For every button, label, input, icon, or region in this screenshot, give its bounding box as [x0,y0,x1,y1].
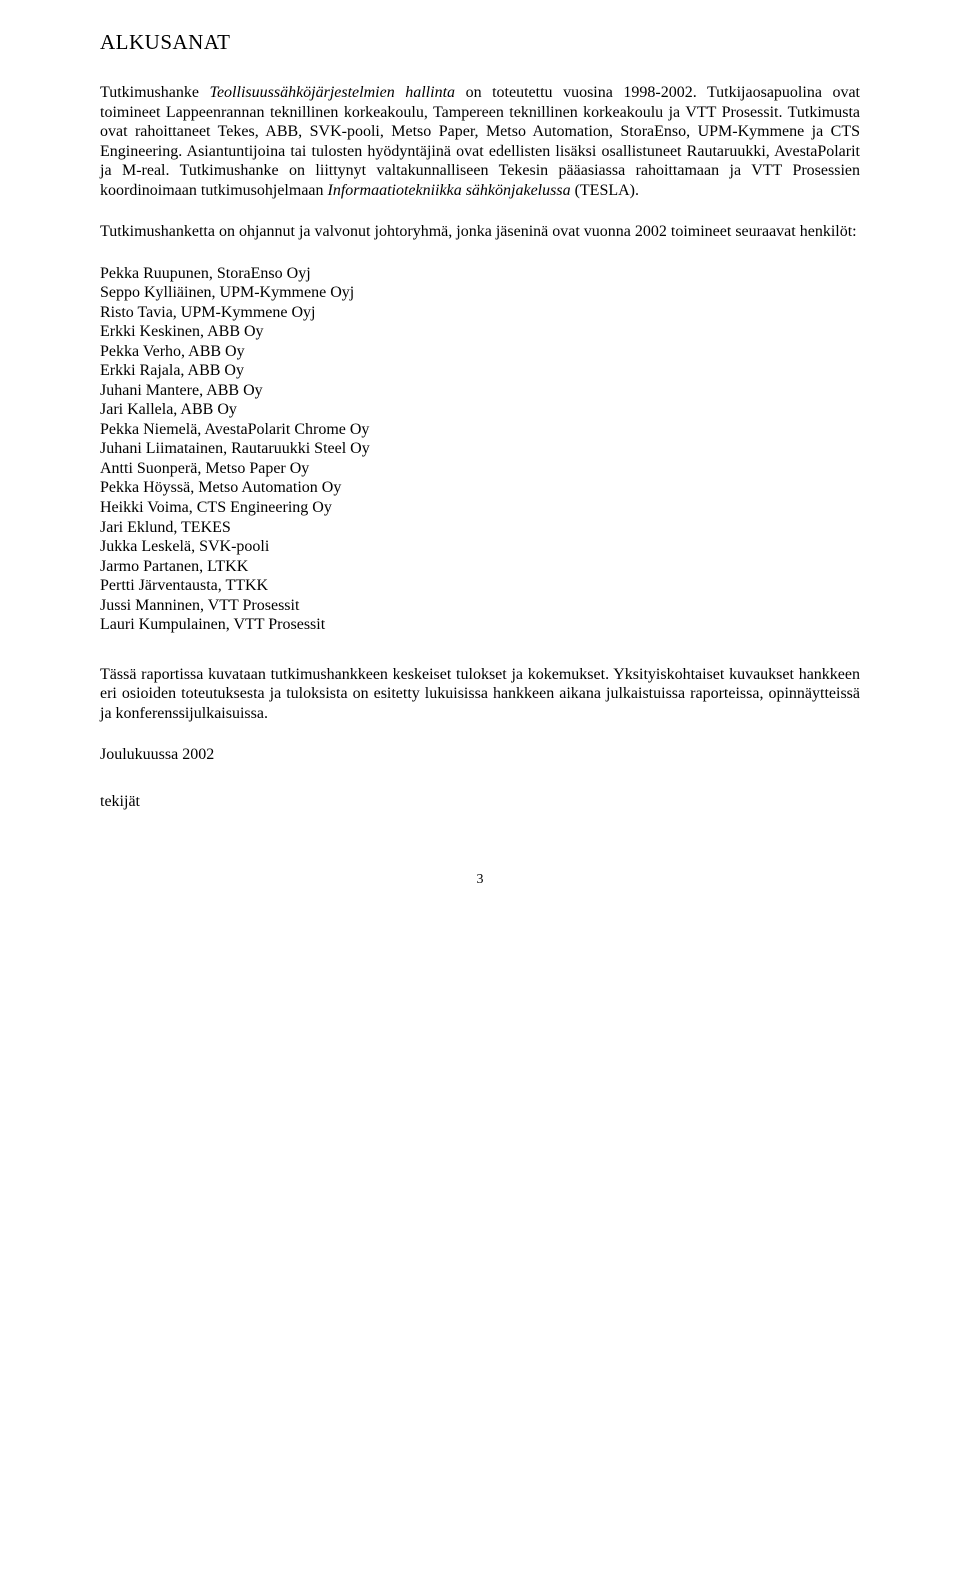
list-item: Jarmo Partanen, LTKK [100,557,860,577]
para1-text-a: Tutkimushanke [100,84,210,101]
paragraph-summary: Tässä raportissa kuvataan tutkimushankke… [100,665,860,724]
list-item: Jukka Leskelä, SVK-pooli [100,537,860,557]
list-item: Pekka Höyssä, Metso Automation Oy [100,478,860,498]
list-item: Erkki Rajala, ABB Oy [100,361,860,381]
para1-italic-2: Informaatiotekniikka sähkönjakelussa [328,182,571,199]
list-item: Seppo Kylliäinen, UPM-Kymmene Oyj [100,283,860,303]
list-item: Jussi Manninen, VTT Prosessit [100,596,860,616]
paragraph-intro: Tutkimushanke Teollisuussähköjärjestelmi… [100,83,860,200]
para1-italic-1: Teollisuussähköjärjestelmien hallinta [210,84,456,101]
list-item: Risto Tavia, UPM-Kymmene Oyj [100,303,860,323]
list-item: Juhani Liimatainen, Rautaruukki Steel Oy [100,439,860,459]
authors: tekijät [100,792,860,811]
list-item: Pertti Järventausta, TTKK [100,576,860,596]
list-item: Pekka Verho, ABB Oy [100,342,860,362]
list-item: Jari Kallela, ABB Oy [100,400,860,420]
list-item: Jari Eklund, TEKES [100,518,860,538]
list-item: Heikki Voima, CTS Engineering Oy [100,498,860,518]
page-number: 3 [100,872,860,889]
list-item: Antti Suonperä, Metso Paper Oy [100,459,860,479]
list-item: Pekka Niemelä, AvestaPolarit Chrome Oy [100,420,860,440]
paragraph-board-intro: Tutkimushanketta on ohjannut ja valvonut… [100,222,860,242]
list-item: Lauri Kumpulainen, VTT Prosessit [100,615,860,635]
para1-text-c: (TESLA). [571,182,639,199]
page-title: ALKUSANAT [100,30,860,55]
dateline: Joulukuussa 2002 [100,745,860,764]
people-list: Pekka Ruupunen, StoraEnso Oyj Seppo Kyll… [100,264,860,635]
list-item: Pekka Ruupunen, StoraEnso Oyj [100,264,860,284]
list-item: Erkki Keskinen, ABB Oy [100,322,860,342]
list-item: Juhani Mantere, ABB Oy [100,381,860,401]
